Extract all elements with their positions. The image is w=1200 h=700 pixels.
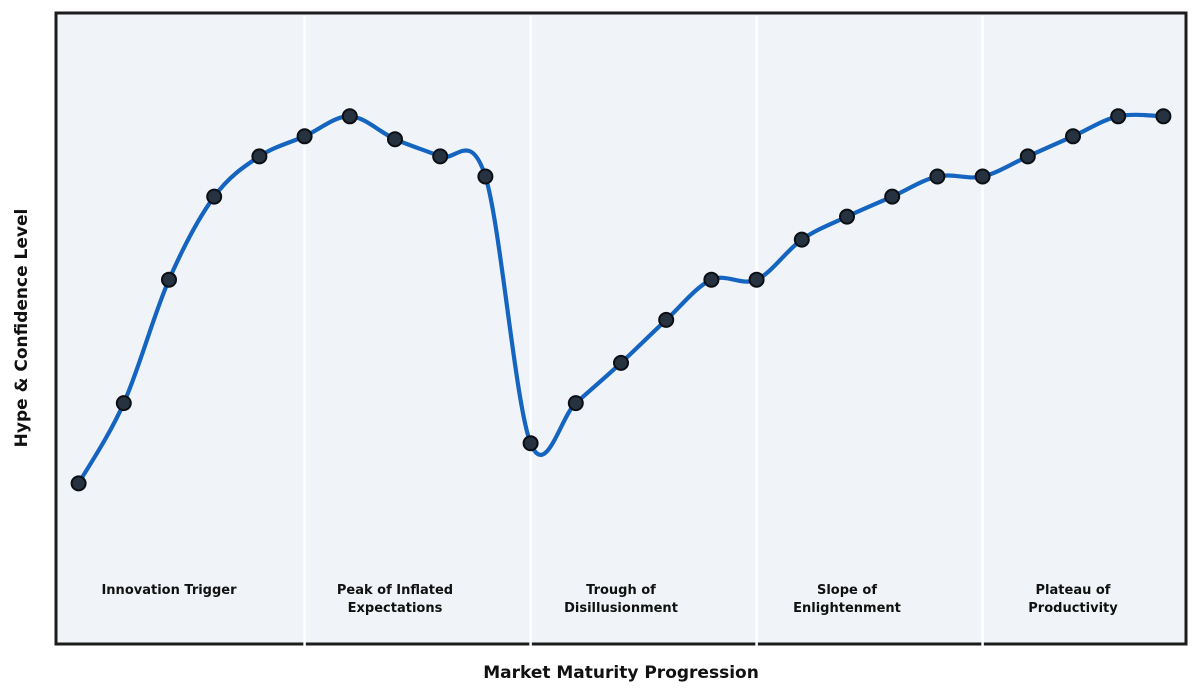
phase-divider-lines — [303, 16, 984, 646]
data-point-marker — [115, 395, 132, 412]
phase-label-peak-of-inflated-expectations: Peak of Inflated Expectations — [336, 583, 454, 616]
plot-background — [56, 13, 1186, 644]
data-point-marker — [206, 188, 223, 205]
data-point-marker — [341, 108, 358, 125]
data-point-marker — [387, 131, 403, 148]
data-point-marker — [70, 475, 87, 492]
data-point-marker — [658, 311, 675, 328]
data-point-marker — [251, 148, 268, 165]
data-point-marker — [929, 168, 946, 185]
data-point-marker — [793, 231, 810, 248]
data-point-marker — [161, 271, 177, 288]
data-point-marker — [567, 395, 584, 412]
data-point-marker — [839, 208, 855, 225]
data-point-marker — [1019, 148, 1036, 165]
data-point-marker — [522, 435, 539, 452]
data-point-marker — [432, 148, 449, 165]
phase-label-plateau-of-productivity: Plateau of Productivity — [1028, 583, 1118, 616]
data-point-marker — [613, 354, 629, 371]
data-point-markers — [70, 108, 1172, 492]
data-point-marker — [974, 168, 991, 185]
data-point-marker — [1065, 128, 1081, 145]
y-axis-label: Hype & Confidence Level — [12, 208, 32, 448]
phase-label-slope-of-enlightenment: Slope of Enlightenment — [793, 583, 901, 616]
plot-border — [54, 11, 1188, 646]
data-point-marker — [748, 271, 765, 288]
data-point-marker — [296, 128, 313, 145]
data-point-marker — [1110, 108, 1127, 125]
data-point-marker — [703, 271, 720, 288]
data-point-marker — [477, 168, 494, 185]
phase-label-trough-of-disillusionment: Trough of Disillusionment — [564, 583, 678, 616]
data-point-marker — [884, 188, 901, 205]
data-point-marker — [1155, 108, 1172, 125]
phase-label-innovation-trigger: Innovation Trigger — [101, 583, 237, 598]
x-axis-label: Market Maturity Progression — [483, 663, 759, 683]
